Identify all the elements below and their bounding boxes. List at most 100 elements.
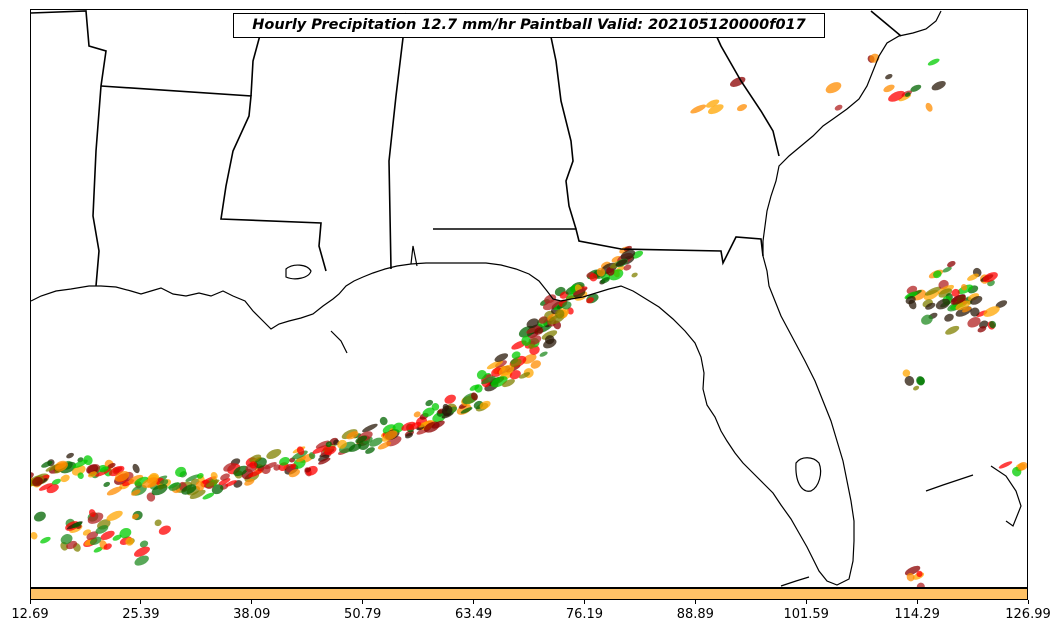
precip-blob bbox=[528, 343, 535, 349]
colorbar-tick bbox=[916, 600, 918, 604]
precip-blob bbox=[87, 471, 97, 478]
precip-blob bbox=[40, 536, 51, 544]
precip-blob bbox=[418, 421, 429, 428]
precip-blob bbox=[521, 336, 531, 346]
precip-blob bbox=[470, 392, 478, 401]
precip-blob bbox=[494, 353, 509, 362]
precip-blob bbox=[944, 313, 954, 322]
gulf-coastline bbox=[31, 10, 942, 586]
colorbar-tick-label: 12.69 bbox=[11, 607, 49, 622]
precip-blob bbox=[362, 423, 378, 433]
precip-blob bbox=[978, 320, 989, 329]
colorbar-tick bbox=[473, 600, 475, 604]
border-ms-al bbox=[388, 12, 407, 270]
precip-blob bbox=[365, 447, 375, 454]
precip-blob bbox=[131, 513, 139, 520]
precip-blob bbox=[511, 351, 521, 359]
precip-blob bbox=[106, 510, 123, 522]
map-title: Hourly Precipitation 12.7 mm/hr Paintbal… bbox=[233, 13, 825, 38]
colorbar-tick-label: 63.49 bbox=[454, 607, 493, 622]
map-canvas bbox=[31, 10, 1027, 587]
precip-blob bbox=[304, 467, 312, 473]
colorbar-tick bbox=[29, 600, 31, 604]
precip-blob bbox=[377, 441, 392, 450]
lake-okeechobee bbox=[795, 457, 822, 492]
precip-blob bbox=[904, 92, 911, 97]
precip-blob bbox=[142, 477, 158, 488]
precip-blob bbox=[705, 99, 720, 108]
precip-blob bbox=[620, 249, 636, 261]
precip-blob bbox=[99, 466, 109, 473]
precip-blob bbox=[95, 525, 109, 534]
colorbar-tick bbox=[1027, 600, 1029, 604]
precip-blob bbox=[538, 316, 548, 324]
precip-blob bbox=[33, 511, 46, 522]
colorbar-tick bbox=[694, 600, 696, 604]
precip-blob bbox=[729, 76, 746, 87]
precip-blob bbox=[518, 372, 531, 379]
precip-blob bbox=[106, 486, 123, 496]
precip-blob bbox=[405, 432, 413, 439]
precip-blob bbox=[904, 291, 918, 300]
precip-blob bbox=[132, 463, 140, 474]
colorbar-tick-label: 88.89 bbox=[676, 607, 714, 622]
precip-blob bbox=[408, 421, 422, 431]
precip-blob bbox=[86, 531, 99, 540]
precip-blob bbox=[989, 320, 997, 329]
precip-blob bbox=[916, 376, 925, 386]
precip-blob bbox=[248, 469, 263, 478]
precip-blob bbox=[196, 473, 204, 479]
precip-blob bbox=[71, 521, 83, 528]
precip-blob bbox=[526, 325, 541, 334]
colorbar-tick-label: 101.59 bbox=[783, 607, 829, 622]
state-borders bbox=[31, 10, 902, 287]
border-al-fl bbox=[433, 228, 764, 266]
precip-blob bbox=[967, 317, 981, 328]
colorbar-tick-label: 126.99 bbox=[1005, 607, 1051, 622]
precip-blob bbox=[869, 53, 880, 63]
precip-blob bbox=[175, 466, 187, 477]
colorbar-tick bbox=[362, 600, 364, 604]
precip-blob bbox=[195, 481, 205, 491]
precip-blob bbox=[189, 489, 206, 500]
precip-blob bbox=[134, 476, 149, 486]
precip-blob bbox=[89, 509, 96, 518]
precip-blob bbox=[690, 104, 707, 114]
precip-blob bbox=[233, 465, 249, 477]
precip-blob bbox=[509, 370, 521, 380]
precip-blob bbox=[970, 295, 983, 305]
border-ga-sc bbox=[705, 12, 780, 157]
precip-blob bbox=[139, 540, 149, 548]
precip-blob bbox=[562, 301, 572, 310]
precip-blob bbox=[945, 325, 960, 335]
precipitation-paintball-layer bbox=[31, 53, 1027, 587]
precip-blob bbox=[369, 437, 383, 447]
precip-blob bbox=[541, 330, 558, 340]
chandeleur-islands bbox=[330, 330, 348, 354]
precip-blob bbox=[883, 84, 895, 93]
mobile-bay bbox=[410, 245, 418, 267]
precip-blob bbox=[924, 286, 942, 296]
precip-blob bbox=[606, 267, 615, 276]
precip-blob bbox=[502, 379, 515, 388]
precip-blob bbox=[128, 474, 144, 485]
precip-blob bbox=[355, 435, 368, 444]
precip-blob bbox=[60, 534, 73, 545]
precip-blob bbox=[296, 446, 305, 456]
precip-blob bbox=[218, 478, 231, 486]
precip-blob bbox=[383, 430, 398, 441]
colorbar-tick bbox=[140, 600, 142, 604]
precip-blob bbox=[318, 457, 331, 465]
precip-blob bbox=[486, 360, 503, 370]
precip-blob bbox=[346, 431, 359, 440]
precip-blob bbox=[902, 369, 911, 377]
precip-blob bbox=[134, 555, 149, 566]
precip-blob bbox=[589, 273, 598, 282]
precip-blob bbox=[942, 266, 952, 273]
precip-blob bbox=[324, 445, 337, 456]
precip-blob bbox=[425, 399, 434, 407]
precip-blob bbox=[572, 287, 588, 296]
precip-blob bbox=[220, 473, 230, 481]
bahamas-a bbox=[925, 474, 974, 492]
precip-blob bbox=[481, 376, 496, 385]
